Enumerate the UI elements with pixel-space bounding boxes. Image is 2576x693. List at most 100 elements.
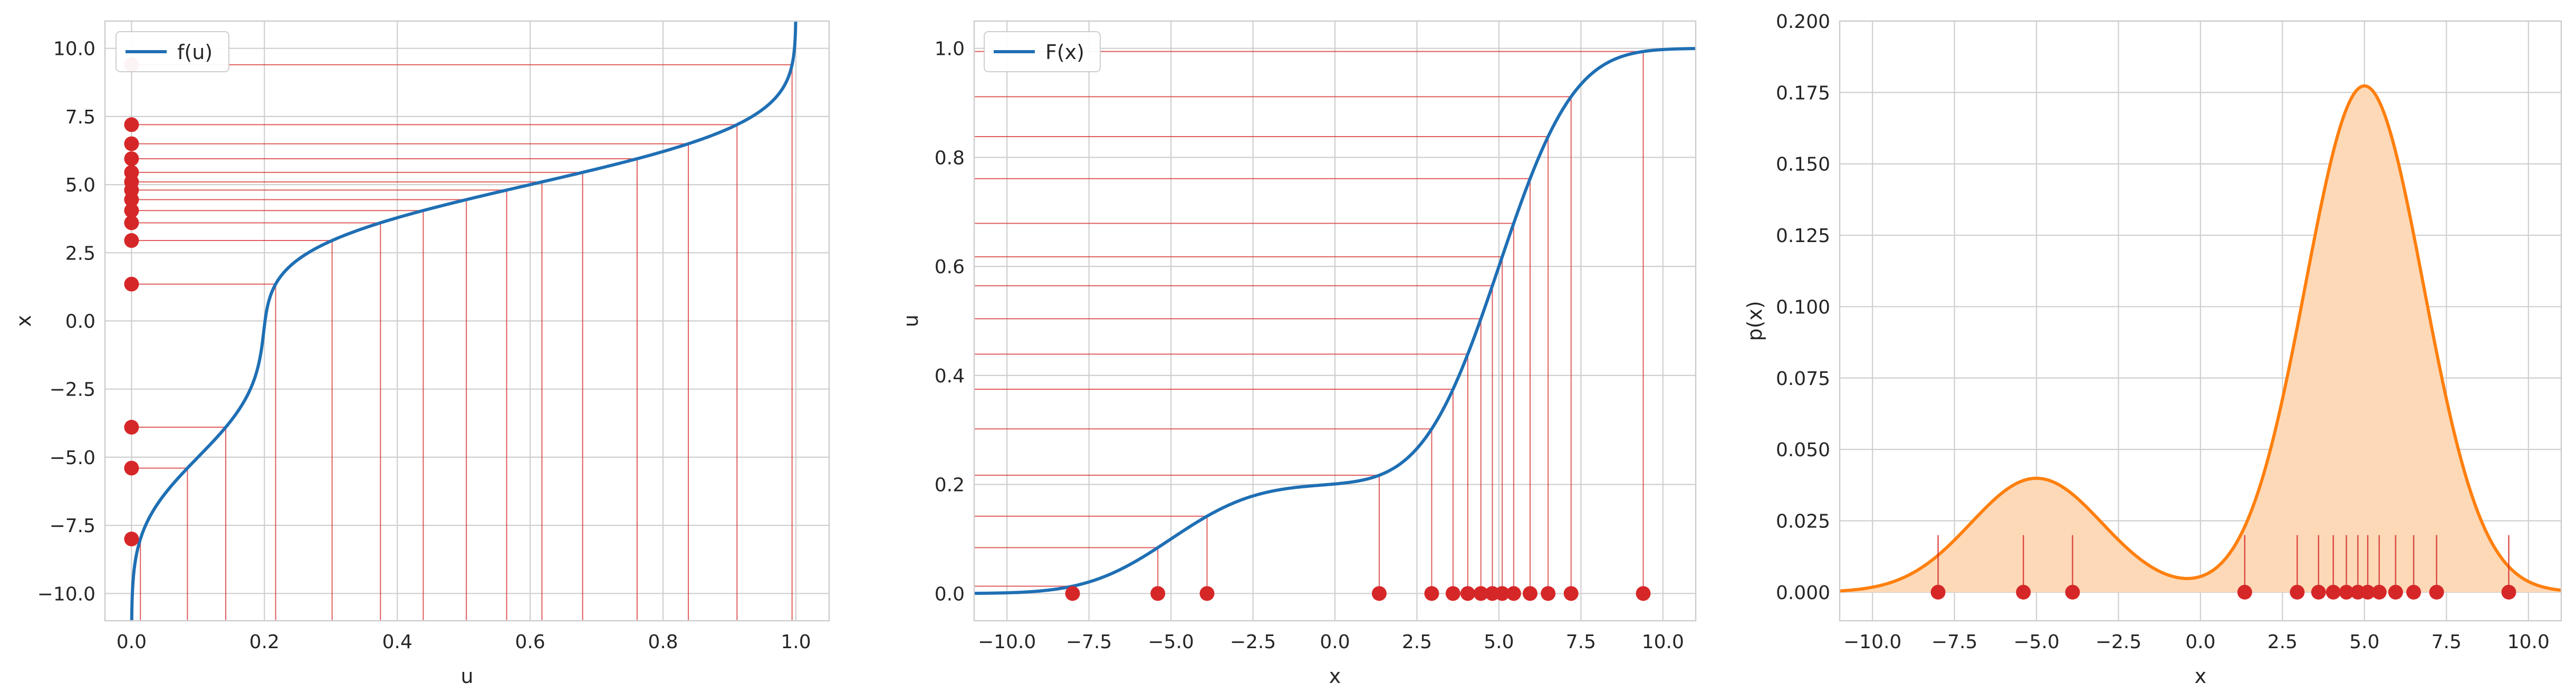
- legend-box: [984, 31, 1101, 72]
- x-tick-label: −7.5: [1931, 631, 1977, 653]
- sample-point: [2501, 584, 2516, 600]
- plot-content: [974, 47, 1696, 601]
- sample-point: [2388, 584, 2403, 600]
- y-tick-label: −10.0: [37, 583, 95, 605]
- sample-point: [1460, 586, 1475, 601]
- x-tick-label: 10.0: [1642, 631, 1684, 653]
- x-tick-label: −10.0: [978, 631, 1036, 653]
- sample-point: [1371, 586, 1387, 601]
- x-tick-label: 0.8: [648, 631, 678, 653]
- x-tick-label: 0.4: [382, 631, 412, 653]
- sample-point: [2290, 584, 2305, 600]
- axes-frame: [973, 20, 1697, 622]
- sample-point: [124, 531, 139, 546]
- y-tick-label: 0.4: [935, 365, 965, 387]
- y-tick-label: 1.0: [935, 38, 965, 60]
- pdf-line: [1840, 84, 2561, 593]
- y-tick-label: −2.5: [50, 379, 95, 401]
- y-axis-label: u: [899, 314, 922, 327]
- legend-label: F(x): [1045, 41, 1084, 64]
- y-tick-label: 0.150: [1776, 154, 1830, 176]
- y-tick-label: 0.125: [1776, 225, 1830, 247]
- x-tick-label: −5.0: [1148, 631, 1194, 653]
- x-tick-label: 0.0: [117, 631, 147, 653]
- sample-point: [2325, 584, 2341, 600]
- cdf-line: [974, 47, 1696, 595]
- y-tick-label: 0.0: [935, 583, 965, 605]
- sample-point: [2429, 584, 2444, 600]
- x-tick-label: 0.6: [515, 631, 545, 653]
- y-tick-label: 0.200: [1776, 11, 1830, 33]
- y-tick-label: 2.5: [65, 243, 95, 264]
- sample-point: [124, 117, 139, 132]
- x-tick-label: 2.5: [1402, 631, 1432, 653]
- y-tick-label: 0.025: [1776, 511, 1830, 533]
- inverse-cdf-line: [130, 21, 797, 621]
- axes-frame: [104, 20, 830, 622]
- y-tick-label: 5.0: [65, 175, 95, 196]
- y-tick-label: 0.0: [65, 311, 95, 333]
- x-tick-label: 5.0: [1484, 631, 1514, 653]
- sample-point: [124, 420, 139, 435]
- inverse-cdf-panel: 0.0 0.2 0.4 0.6 0.8 1.0 −10.0 −7.5 −5.0 −2.5 0.0 2.…: [12, 20, 830, 688]
- sample-point: [2371, 584, 2387, 600]
- y-tick-label: 10.0: [53, 38, 95, 60]
- legend-box: [116, 31, 229, 72]
- x-tick-label: 10.0: [2507, 631, 2550, 653]
- x-tick-label: 1.0: [781, 631, 811, 653]
- sample-point: [2311, 584, 2326, 600]
- sample-point: [1424, 586, 1439, 601]
- sample-point: [2339, 584, 2354, 600]
- sample-point: [124, 203, 139, 218]
- sample-point: [124, 136, 139, 151]
- legend-label: f(u): [177, 41, 213, 64]
- x-tick-label: 0.0: [2185, 631, 2215, 653]
- y-tick-label: 7.5: [65, 107, 95, 128]
- x-tick-label: 5.0: [2349, 631, 2379, 653]
- cdf-panel: −10.0 −7.5 −5.0 −2.5 0.0 2.5 5.0 7.5 10.0 0.0 0.2 0…: [899, 20, 1697, 688]
- y-tick-label: 0.2: [935, 475, 965, 496]
- plot-content: [124, 21, 797, 621]
- sample-point: [1636, 586, 1651, 601]
- y-axis-label: x: [12, 315, 35, 327]
- sample-point: [124, 233, 139, 248]
- sample-point: [1065, 586, 1080, 601]
- y-tick-label: 0.050: [1776, 439, 1830, 461]
- sample-point: [124, 276, 139, 292]
- y-tick-label: 0.6: [935, 256, 965, 278]
- sample-point: [1541, 586, 1556, 601]
- x-tick-label: 2.5: [2267, 631, 2298, 653]
- x-tick-label: −7.5: [1066, 631, 1112, 653]
- x-axis-label: u: [460, 665, 473, 688]
- sample-point: [1495, 586, 1510, 601]
- sample-point: [124, 460, 139, 476]
- sample-point: [2237, 584, 2252, 600]
- sample-point: [1473, 586, 1488, 601]
- sample-point: [124, 215, 139, 230]
- plot-content: [1840, 84, 2561, 600]
- sample-point: [2065, 584, 2080, 600]
- x-tick-label: −2.5: [2096, 631, 2141, 653]
- y-axis-label: p(x): [1743, 301, 1766, 341]
- sample-point: [1445, 586, 1460, 601]
- y-tick-label: 0.075: [1776, 368, 1830, 390]
- x-tick-label: 0.0: [1320, 631, 1350, 653]
- x-axis-label: x: [2195, 665, 2207, 688]
- sample-point: [2406, 584, 2421, 600]
- sample-point: [1506, 586, 1521, 601]
- sample-point: [2016, 584, 2031, 600]
- x-tick-label: −2.5: [1230, 631, 1276, 653]
- axes-frame: [1839, 20, 2562, 622]
- x-tick-label: 0.2: [249, 631, 280, 653]
- sample-point: [124, 151, 139, 166]
- pdf-area-fill: [1840, 85, 2561, 592]
- y-tick-label: 0.8: [935, 147, 965, 169]
- y-tick-label: 0.100: [1776, 296, 1830, 318]
- sample-point: [2360, 584, 2376, 600]
- sample-point: [1930, 584, 1946, 600]
- x-tick-label: 7.5: [1566, 631, 1596, 653]
- x-tick-label: −5.0: [2013, 631, 2059, 653]
- x-tick-label: 7.5: [2431, 631, 2462, 653]
- sample-point: [1199, 586, 1215, 601]
